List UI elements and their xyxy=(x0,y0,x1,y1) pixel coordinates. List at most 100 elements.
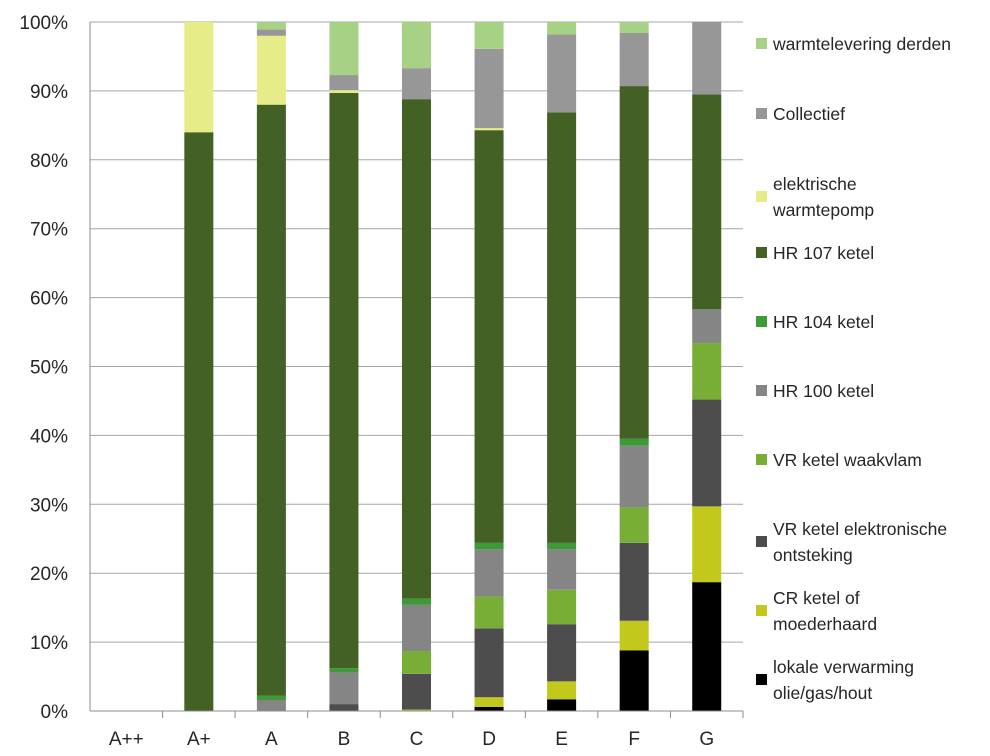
legend-label: VR ketel elektronische xyxy=(773,519,947,539)
y-tick-label: 100% xyxy=(19,13,68,34)
bar-segment-c-warmtelevering-derden xyxy=(402,22,431,68)
legend-swatch xyxy=(756,454,767,465)
legend-label: lokale verwarming xyxy=(773,657,914,677)
legend-label: olie/gas/hout xyxy=(773,683,872,703)
legend-swatch xyxy=(756,247,767,258)
bar-segment-f-warmtelevering-derden xyxy=(620,23,649,33)
bar-segment-e-collectief xyxy=(547,34,576,112)
bar-segment-b-hr-104-ketel xyxy=(329,668,358,672)
y-tick-label: 70% xyxy=(30,220,68,241)
y-tick-label: 0% xyxy=(41,702,69,723)
legend-label: HR 104 ketel xyxy=(773,312,874,332)
y-tick-label: 80% xyxy=(30,151,68,172)
bar-segment-d-cr-ketel-of-moederhaard xyxy=(475,697,504,707)
bar-segment-d-vr-ketel-waakvlam xyxy=(475,597,504,629)
x-tick-label: A++ xyxy=(109,729,144,750)
x-tick-label: E xyxy=(555,729,568,750)
bar-segment-c-vr-ketel-elektronische-ontsteking xyxy=(402,674,431,710)
bar-segment-b-vr-ketel-elektronische-ontsteking xyxy=(329,704,358,711)
legend-label: elektrische xyxy=(773,174,857,194)
bar-segment-b-warmtelevering-derden xyxy=(329,22,358,75)
bar-segment-f-hr-100-ketel xyxy=(620,446,649,507)
bar-segment-g-collectief xyxy=(692,22,721,94)
bar-segment-d-hr-107-ketel xyxy=(475,130,504,543)
bar-segment-f-collectief xyxy=(620,33,649,86)
legend: warmtelevering derden Collectief elektrisc… xyxy=(756,34,951,703)
legend-label: CR ketel of xyxy=(773,588,860,608)
y-tick-label: 30% xyxy=(30,495,68,516)
bar-segment-d-warmtelevering-derden xyxy=(475,22,504,49)
bar-segment-f-hr-107-ketel xyxy=(620,86,649,439)
x-tick-label: B xyxy=(338,729,351,750)
bar-segment-f-hr-104-ketel xyxy=(620,439,649,446)
bar-segment-c-hr-107-ketel xyxy=(402,99,431,599)
y-tick-label: 50% xyxy=(30,358,68,379)
x-tick-label: A+ xyxy=(187,729,211,750)
legend-label: warmtepomp xyxy=(772,200,874,220)
bar-segment-d-lokale-verwarming-olie-gas-hout xyxy=(475,707,504,711)
y-tick-label: 60% xyxy=(30,289,68,310)
bar-segment-b-collectief xyxy=(329,75,358,90)
y-tick-label: 20% xyxy=(30,564,68,585)
bar-segment-b-hr-107-ketel xyxy=(329,93,358,668)
bar-segment-a-collectief xyxy=(257,30,286,36)
y-tick-label: 40% xyxy=(30,426,68,447)
bar-segment-c-collectief xyxy=(402,68,431,99)
legend-label: HR 107 ketel xyxy=(773,243,874,263)
legend-swatch xyxy=(756,191,767,202)
bar-segment-g-cr-ketel-of-moederhaard xyxy=(692,506,721,582)
x-tick-label: C xyxy=(410,729,424,750)
bar-segment-f-vr-ketel-waakvlam xyxy=(620,507,649,543)
legend-label: warmtelevering derden xyxy=(772,34,951,54)
x-tick-label: D xyxy=(482,729,496,750)
bar-segment-e-hr-104-ketel xyxy=(547,543,576,549)
legend-swatch xyxy=(756,536,767,547)
legend-swatch xyxy=(756,385,767,396)
bar-segment-d-hr-104-ketel xyxy=(475,543,504,549)
legend-label: HR 100 ketel xyxy=(773,381,874,401)
bar-segment-d-hr-100-ketel xyxy=(475,549,504,597)
x-tick-label: F xyxy=(628,729,640,750)
legend-swatch xyxy=(756,108,767,119)
x-tick-label: A xyxy=(265,729,278,750)
legend-swatch xyxy=(756,316,767,327)
bar-segment-e-warmtelevering-derden xyxy=(547,22,576,34)
bar-segment-f-lokale-verwarming-olie-gas-hout xyxy=(620,650,649,711)
bar-segment-d-elektrische-warmtepomp xyxy=(475,128,504,130)
bar-segment-g-vr-ketel-waakvlam xyxy=(692,343,721,399)
bar-segment-a-elektrische-warmtepomp xyxy=(257,36,286,105)
legend-swatch xyxy=(756,605,767,616)
x-tick-label: G xyxy=(699,729,714,750)
bar-segment-e-vr-ketel-waakvlam xyxy=(547,590,576,624)
legend-swatch xyxy=(756,674,767,685)
bar-segment-f-cr-ketel-of-moederhaard xyxy=(620,621,649,651)
bar-segment-a-hr-104-ketel xyxy=(257,696,286,700)
y-tick-label: 90% xyxy=(30,82,68,103)
bar-segment-a-hr-100-ketel xyxy=(257,700,286,711)
bar-segment-b-elektrische-warmtepomp xyxy=(329,90,358,93)
bar-segment-d-collectief xyxy=(475,49,504,128)
bar-segment-c-hr-104-ketel xyxy=(402,599,431,605)
bar-segment-a-hr-107-ketel xyxy=(257,105,286,696)
bar-segment-g-vr-ketel-elektronische-ontsteking xyxy=(692,400,721,507)
bar-segment-e-hr-107-ketel xyxy=(547,112,576,543)
bar-segment-e-vr-ketel-elektronische-ontsteking xyxy=(547,624,576,681)
bar-segment-a-warmtelevering-derden xyxy=(257,22,286,30)
bar-segment-e-lokale-verwarming-olie-gas-hout xyxy=(547,699,576,711)
bar-segment-aplus-hr-107-ketel xyxy=(184,132,213,711)
bar-segment-e-hr-100-ketel xyxy=(547,549,576,590)
y-tick-label: 10% xyxy=(30,633,68,654)
bar-segment-c-vr-ketel-waakvlam xyxy=(402,651,431,674)
legend-label: moederhaard xyxy=(773,614,877,634)
bar-segment-g-lokale-verwarming-olie-gas-hout xyxy=(692,582,721,711)
legend-swatch xyxy=(756,38,767,49)
legend-label: VR ketel waakvlam xyxy=(773,450,922,470)
bar-segment-e-cr-ketel-of-moederhaard xyxy=(547,681,576,699)
legend-label: Collectief xyxy=(773,104,845,124)
bar-segment-aplus-elektrische-warmtepomp xyxy=(184,22,213,132)
bar-segment-c-hr-100-ketel xyxy=(402,605,431,651)
bar-segment-f-vr-ketel-elektronische-ontsteking xyxy=(620,543,649,621)
bar-segment-g-hr-100-ketel xyxy=(692,309,721,343)
